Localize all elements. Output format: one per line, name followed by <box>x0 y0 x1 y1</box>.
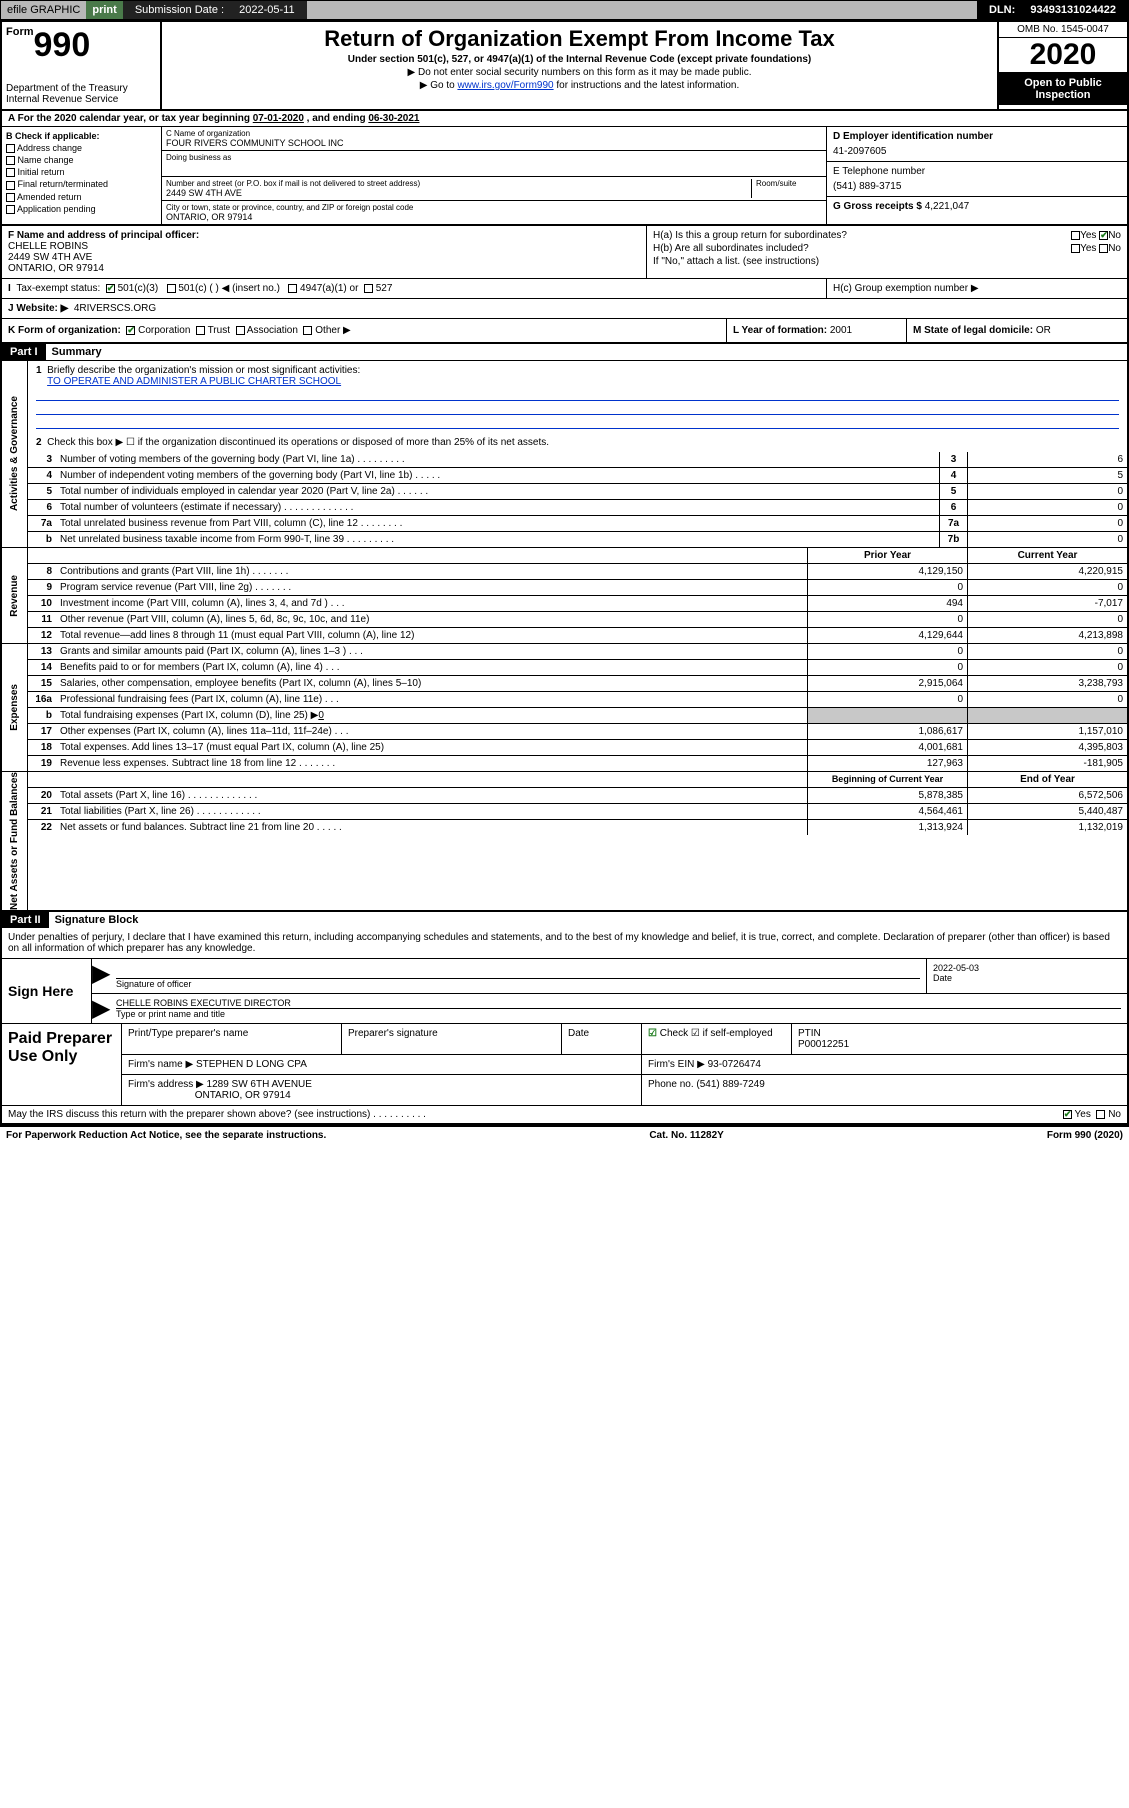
k-l-m-row: K Form of organization: Corporation Trus… <box>2 318 1127 342</box>
form-header: Form990 Department of the Treasury Inter… <box>2 22 1127 111</box>
part-1: Part I Summary Activities & Governance 1… <box>2 342 1127 910</box>
sign-here: Sign Here ▶ Signature of officer 2022-05… <box>2 958 1127 1023</box>
tax-status: I Tax-exempt status: 501(c)(3) 501(c) ( … <box>2 278 1127 298</box>
header-left: Form990 Department of the Treasury Inter… <box>2 22 162 109</box>
top-toolbar: efile GRAPHIC print Submission Date : 20… <box>0 0 1129 20</box>
print-button[interactable]: print <box>86 1 122 19</box>
entity-grid: B Check if applicable: Address change Na… <box>2 127 1127 225</box>
paid-preparer: Paid Preparer Use Only Print/Type prepar… <box>2 1023 1127 1105</box>
box-b: B Check if applicable: Address change Na… <box>2 127 162 224</box>
netassets-section: Net Assets or Fund Balances Beginning of… <box>2 771 1127 910</box>
revenue-section: Revenue Prior YearCurrent Year 8Contribu… <box>2 547 1127 643</box>
website-row: J Website: ▶ 4RIVERSCS.ORG <box>2 298 1127 318</box>
dln-label: DLN: 93493131024422 <box>977 1 1128 19</box>
page-footer: For Paperwork Reduction Act Notice, see … <box>0 1125 1129 1144</box>
expenses-section: Expenses 13Grants and similar amounts pa… <box>2 643 1127 771</box>
governance-section: Activities & Governance 1 Briefly descri… <box>2 360 1127 547</box>
part-2: Part II Signature Block Under penalties … <box>2 910 1127 1123</box>
form-container: Form990 Department of the Treasury Inter… <box>0 20 1129 1125</box>
box-h: H(a) Is this a group return for subordin… <box>647 226 1127 278</box>
instructions-link[interactable]: www.irs.gov/Form990 <box>457 80 553 91</box>
discuss-row: May the IRS discuss this return with the… <box>2 1105 1127 1123</box>
box-f: F Name and address of principal officer:… <box>2 226 647 278</box>
header-right: OMB No. 1545-0047 2020 Open to Public In… <box>997 22 1127 109</box>
submission-label: Submission Date : 2022-05-11 <box>123 1 307 19</box>
box-c: C Name of organizationFOUR RIVERS COMMUN… <box>162 127 827 224</box>
box-defg: D Employer identification number41-20976… <box>827 127 1127 224</box>
efile-label: efile GRAPHIC <box>1 1 86 19</box>
mission-link[interactable]: TO OPERATE AND ADMINISTER A PUBLIC CHART… <box>47 376 341 387</box>
officer-h-row: F Name and address of principal officer:… <box>2 225 1127 278</box>
tax-period: A For the 2020 calendar year, or tax yea… <box>2 111 1127 127</box>
header-title: Return of Organization Exempt From Incom… <box>162 22 997 109</box>
